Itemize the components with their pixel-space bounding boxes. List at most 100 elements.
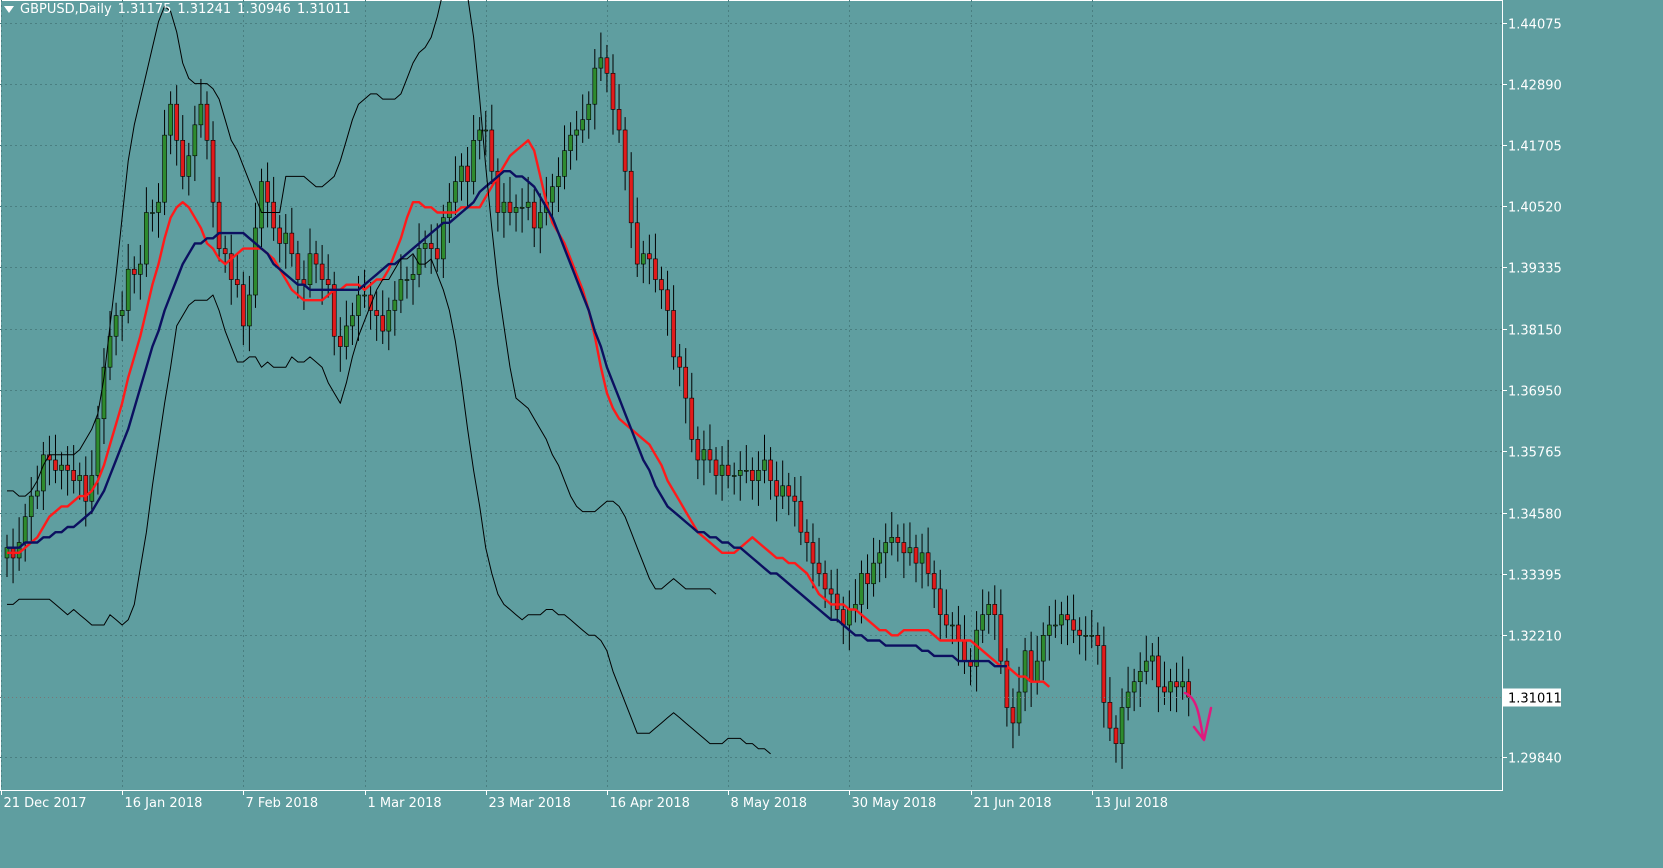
bull-candle (586, 103, 592, 120)
x-tick-label: 23 Mar 2018 (489, 796, 571, 811)
bear-candle (1010, 707, 1016, 724)
bear-candle (465, 165, 470, 182)
bull-candle (125, 268, 131, 311)
grid-lines (0, 0, 1502, 790)
bear-candle (380, 315, 386, 332)
bull-candle (847, 609, 852, 626)
bear-candle (828, 588, 834, 595)
bear-candle (174, 103, 179, 141)
bear-candle (277, 227, 283, 244)
bull-candle (1040, 635, 1046, 662)
bull-candle (119, 310, 125, 316)
bull-candle (877, 552, 882, 564)
bull-candle (574, 129, 579, 136)
bull-candle (762, 459, 767, 471)
bear-candle (616, 109, 622, 131)
bull-candle (259, 181, 264, 229)
bear-candle (786, 485, 792, 497)
bear-candle (1028, 650, 1034, 683)
bull-candle (1059, 614, 1064, 626)
plot-frame (0, 0, 1503, 791)
symbol-timeframe: GBPUSD,Daily (20, 2, 112, 17)
bear-candle (956, 624, 961, 641)
bull-candle (719, 464, 725, 476)
bear-candle (798, 500, 804, 533)
bear-candle (647, 253, 652, 260)
bear-candle (750, 470, 755, 481)
bull-candle (1089, 635, 1095, 637)
bull-candle (907, 547, 913, 554)
bear-candle (1113, 727, 1119, 744)
bull-candle (501, 201, 507, 213)
bull-candle (731, 475, 737, 477)
bull-candle (883, 542, 889, 554)
bear-candle (495, 170, 501, 213)
bull-candle (1168, 681, 1173, 693)
bull-candle (580, 119, 586, 131)
bear-candle (1077, 629, 1082, 636)
bull-candle (471, 140, 476, 182)
bear-candle (816, 562, 822, 574)
y-tick-label: 1.39335 (1508, 262, 1562, 277)
bull-candle (453, 181, 458, 203)
slow-moving-average (7, 169, 1007, 668)
bear-candle (774, 480, 779, 497)
bear-candle (428, 243, 434, 249)
bear-candle (222, 248, 228, 255)
collapse-triangle-icon[interactable] (4, 6, 14, 13)
bear-candle (998, 614, 1004, 662)
bull-candle (28, 495, 34, 518)
bear-candle (507, 201, 513, 213)
bear-candle (768, 459, 773, 481)
bear-candle (937, 588, 943, 615)
bear-candle (65, 464, 70, 471)
bull-candle (162, 134, 167, 203)
bear-candle (289, 232, 295, 255)
bull-candle (562, 150, 567, 177)
bear-candle (71, 470, 76, 481)
bear-candle (659, 279, 664, 291)
bear-candle (925, 552, 931, 574)
bull-candle (459, 165, 464, 182)
bull-candle (640, 253, 646, 265)
y-tick-label: 1.34580 (1508, 508, 1562, 523)
y-tick-label: 1.42890 (1508, 79, 1562, 94)
x-tick-label: 21 Dec 2017 (4, 796, 87, 811)
bear-candle (1071, 619, 1076, 631)
bear-candle (1101, 645, 1107, 703)
bear-candle (677, 356, 682, 368)
bull-candle (1150, 655, 1155, 662)
bull-candle (441, 217, 446, 260)
bull-candle (77, 475, 83, 481)
bull-candle (537, 212, 543, 229)
x-tick-label: 16 Apr 2018 (610, 796, 690, 811)
bull-candle (283, 232, 289, 244)
bear-candle (180, 140, 186, 177)
bear-candle (210, 140, 216, 203)
bull-candle (1016, 691, 1022, 724)
bull-candle (986, 604, 992, 615)
y-tick-label: 1.40520 (1508, 201, 1562, 216)
lower-band (7, 253, 771, 755)
bull-candle (919, 552, 925, 564)
bull-candle (744, 470, 749, 472)
bear-candle (792, 495, 798, 502)
bull-candle (362, 294, 367, 297)
bear-candle (810, 542, 816, 564)
y-tick-label: 1.33395 (1508, 569, 1562, 584)
bull-candle (247, 294, 252, 327)
x-tick-label: 8 May 2018 (731, 796, 808, 811)
bull-candle (780, 485, 785, 497)
bull-candle (95, 418, 101, 476)
bear-candle (1004, 660, 1010, 708)
bear-candle (689, 397, 695, 440)
bull-candle (150, 212, 155, 214)
ohlc-close: 1.31011 (296, 2, 351, 17)
bull-candle (1137, 671, 1143, 683)
ohlc-open: 1.31175 (117, 2, 172, 17)
bear-candle (319, 263, 325, 280)
bear-candle (234, 279, 240, 285)
bear-candle (834, 593, 840, 610)
